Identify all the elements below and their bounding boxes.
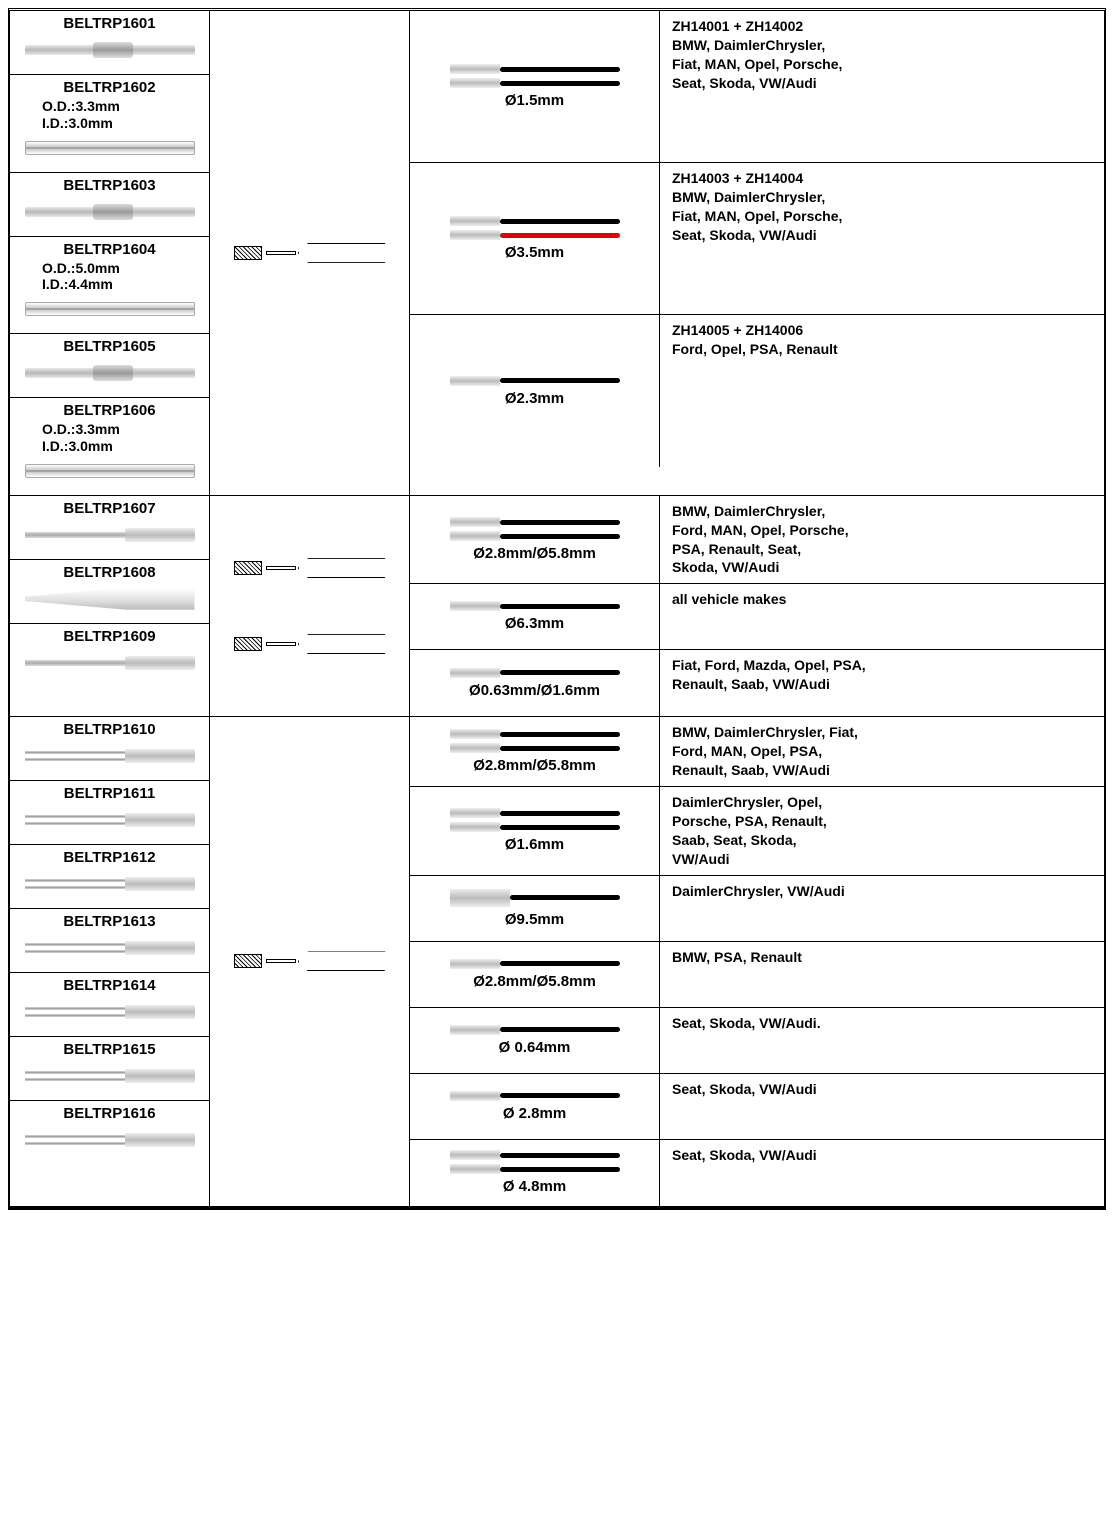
diameter-label: Ø9.5mm [505, 911, 564, 928]
application-cell: BMW, PSA, Renault [660, 942, 1104, 1007]
part-cell: BELTRP1611 [10, 781, 209, 845]
application-text: all vehicle makes [672, 590, 1092, 609]
application-text: BMW, PSA, Renault [672, 948, 1092, 967]
terminal-cell: Ø2.8mm/Ø5.8mm [410, 496, 660, 584]
part-number: BELTRP1615 [18, 1041, 201, 1060]
part-cell: BELTRP1612 [10, 845, 209, 909]
part-number: BELTRP1616 [18, 1105, 201, 1124]
application-text: BMW, DaimlerChrysler,Ford, MAN, Opel, Po… [672, 502, 1092, 578]
application-text: ZH14005 + ZH14006Ford, Opel, PSA, Renaul… [672, 321, 1092, 359]
part-cell: BELTRP1607 [10, 496, 209, 560]
application-cell: Seat, Skoda, VW/Audi [660, 1140, 1104, 1206]
application-text: Seat, Skoda, VW/Audi. [672, 1014, 1092, 1033]
part-cell: BELTRP1608 [10, 560, 209, 624]
terminal-cell: Ø2.8mm/Ø5.8mm [410, 942, 660, 1007]
diameter-label: Ø1.5mm [505, 92, 564, 109]
diameter-label: Ø6.3mm [505, 615, 564, 632]
application-cell: BMW, DaimlerChrysler, Fiat,Ford, MAN, Op… [660, 717, 1104, 786]
part-cell: BELTRP1614 [10, 973, 209, 1037]
terminal-cell: Ø 4.8mm [410, 1140, 660, 1206]
part-cell: BELTRP1603 [10, 173, 209, 237]
application-cell: BMW, DaimlerChrysler,Ford, MAN, Opel, Po… [660, 496, 1104, 584]
terminal-cell: Ø1.6mm [410, 787, 660, 875]
terminal-cell: Ø1.5mm [410, 11, 660, 162]
diameter-label: Ø3.5mm [505, 244, 564, 261]
diameter-label: Ø0.63mm/Ø1.6mm [469, 682, 600, 699]
diameter-label: Ø2.8mm/Ø5.8mm [473, 757, 596, 774]
application-cell: DaimlerChrysler, Opel,Porsche, PSA, Rena… [660, 787, 1104, 875]
diameter-label: Ø2.3mm [505, 390, 564, 407]
application-text: Seat, Skoda, VW/Audi [672, 1080, 1092, 1099]
part-cell: BELTRP1609 [10, 624, 209, 687]
part-cell: BELTRP1606O.D.:3.3mmI.D.:3.0mm [10, 398, 209, 495]
terminal-cell: Ø2.8mm/Ø5.8mm [410, 717, 660, 786]
part-cell: BELTRP1615 [10, 1037, 209, 1101]
part-number: BELTRP1608 [18, 564, 201, 583]
part-cell: BELTRP1605 [10, 334, 209, 398]
part-number: BELTRP1605 [18, 338, 201, 357]
part-number: BELTRP1613 [18, 913, 201, 932]
part-number: BELTRP1607 [18, 500, 201, 519]
application-text: DaimlerChrysler, Opel,Porsche, PSA, Rena… [672, 793, 1092, 869]
diameter-label: Ø 4.8mm [503, 1178, 566, 1195]
terminal-cell: Ø6.3mm [410, 584, 660, 649]
part-cell: BELTRP1610 [10, 717, 209, 781]
application-text: DaimlerChrysler, VW/Audi [672, 882, 1092, 901]
part-cell: BELTRP1613 [10, 909, 209, 973]
part-cell: BELTRP1604O.D.:5.0mmI.D.:4.4mm [10, 237, 209, 335]
application-cell: Seat, Skoda, VW/Audi. [660, 1008, 1104, 1073]
part-number: BELTRP1614 [18, 977, 201, 996]
part-number: BELTRP1602 [18, 79, 201, 98]
diameter-label: Ø 0.64mm [499, 1039, 571, 1056]
part-number: BELTRP1609 [18, 628, 201, 647]
application-cell: DaimlerChrysler, VW/Audi [660, 876, 1104, 941]
part-cell: BELTRP1616 [10, 1101, 209, 1164]
application-text: Seat, Skoda, VW/Audi [672, 1146, 1092, 1165]
terminal-cell: Ø3.5mm [410, 163, 660, 314]
part-number: BELTRP1603 [18, 177, 201, 196]
part-cell: BELTRP1601 [10, 11, 209, 75]
application-cell: Fiat, Ford, Mazda, Opel, PSA,Renault, Sa… [660, 650, 1104, 716]
application-cell: ZH14001 + ZH14002BMW, DaimlerChrysler,Fi… [660, 11, 1104, 162]
part-spec: O.D.:3.3mmI.D.:3.0mm [18, 98, 201, 132]
application-text: ZH14001 + ZH14002BMW, DaimlerChrysler,Fi… [672, 17, 1092, 93]
part-spec: O.D.:5.0mmI.D.:4.4mm [18, 260, 201, 294]
terminal-cell: Ø 0.64mm [410, 1008, 660, 1073]
part-number: BELTRP1604 [18, 241, 201, 260]
application-cell: ZH14003 + ZH14004BMW, DaimlerChrysler,Fi… [660, 163, 1104, 314]
part-number: BELTRP1601 [18, 15, 201, 34]
part-number: BELTRP1611 [18, 785, 201, 804]
diameter-label: Ø2.8mm/Ø5.8mm [473, 545, 596, 562]
diameter-label: Ø2.8mm/Ø5.8mm [473, 973, 596, 990]
parts-table: BELTRP1601BELTRP1602O.D.:3.3mmI.D.:3.0mm… [8, 8, 1106, 1210]
application-text: Fiat, Ford, Mazda, Opel, PSA,Renault, Sa… [672, 656, 1092, 694]
part-number: BELTRP1606 [18, 402, 201, 421]
part-number: BELTRP1610 [18, 721, 201, 740]
application-text: BMW, DaimlerChrysler, Fiat,Ford, MAN, Op… [672, 723, 1092, 780]
terminal-cell: Ø9.5mm [410, 876, 660, 941]
diameter-label: Ø 2.8mm [503, 1105, 566, 1122]
terminal-cell: Ø 2.8mm [410, 1074, 660, 1139]
part-cell: BELTRP1602O.D.:3.3mmI.D.:3.0mm [10, 75, 209, 173]
part-number: BELTRP1612 [18, 849, 201, 868]
application-text: ZH14003 + ZH14004BMW, DaimlerChrysler,Fi… [672, 169, 1092, 245]
application-cell: all vehicle makes [660, 584, 1104, 649]
application-cell: Seat, Skoda, VW/Audi [660, 1074, 1104, 1139]
part-spec: O.D.:3.3mmI.D.:3.0mm [18, 421, 201, 455]
terminal-cell: Ø0.63mm/Ø1.6mm [410, 650, 660, 716]
application-cell: ZH14005 + ZH14006Ford, Opel, PSA, Renaul… [660, 315, 1104, 467]
terminal-cell: Ø2.3mm [410, 315, 660, 467]
diameter-label: Ø1.6mm [505, 836, 564, 853]
